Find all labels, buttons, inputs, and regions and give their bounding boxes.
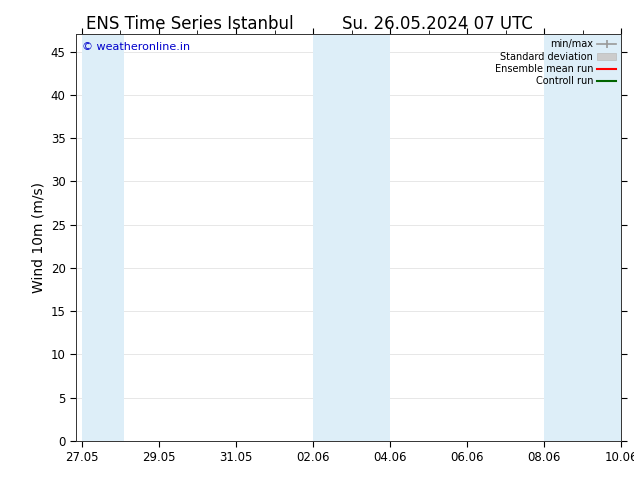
Y-axis label: Wind 10m (m/s): Wind 10m (m/s): [31, 182, 45, 293]
Text: ENS Time Series Istanbul: ENS Time Series Istanbul: [86, 15, 294, 33]
Text: © weatheronline.in: © weatheronline.in: [82, 43, 190, 52]
Bar: [544, 34, 586, 441]
Bar: [579, 34, 621, 441]
Legend: min/max, Standard deviation, Ensemble mean run, Controll run: min/max, Standard deviation, Ensemble me…: [493, 37, 618, 88]
Bar: [347, 34, 390, 441]
Bar: [82, 34, 124, 441]
Bar: [313, 34, 356, 441]
Text: Su. 26.05.2024 07 UTC: Su. 26.05.2024 07 UTC: [342, 15, 533, 33]
